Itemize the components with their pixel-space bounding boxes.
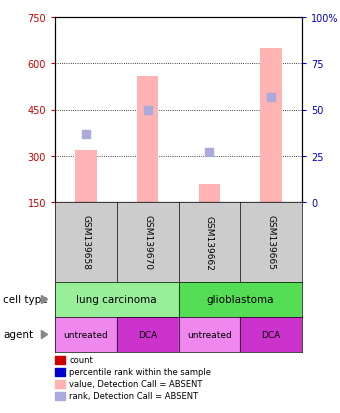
Text: value, Detection Call = ABSENT: value, Detection Call = ABSENT (69, 380, 202, 389)
Point (145, 107, 150, 114)
Text: glioblastoma: glioblastoma (206, 295, 274, 305)
Bar (240, 317, 302, 352)
Text: count: count (69, 356, 93, 365)
Text: GSM139665: GSM139665 (267, 215, 276, 270)
Bar (199, 184, 220, 202)
Bar (55, 317, 117, 352)
Text: rank, Detection Call = ABSENT: rank, Detection Call = ABSENT (69, 392, 198, 401)
Text: DCA: DCA (138, 330, 157, 339)
Text: DCA: DCA (261, 330, 281, 339)
Bar (117, 317, 178, 352)
Text: untreated: untreated (64, 330, 108, 339)
Text: lung carcinoma: lung carcinoma (76, 295, 157, 305)
Text: agent: agent (3, 330, 34, 339)
Bar (178, 317, 240, 352)
Text: GSM139658: GSM139658 (81, 215, 90, 270)
Bar (55, 282, 178, 317)
Text: GSM139662: GSM139662 (205, 215, 214, 270)
Bar (137, 76, 158, 202)
Bar (75, 150, 97, 202)
Text: untreated: untreated (187, 330, 232, 339)
Point (268, 94, 274, 101)
Text: percentile rank within the sample: percentile rank within the sample (69, 368, 211, 377)
Text: GSM139670: GSM139670 (143, 215, 152, 270)
Bar (260, 49, 282, 202)
Point (207, 150, 212, 156)
Bar (178, 282, 302, 317)
Text: cell type: cell type (3, 295, 48, 305)
Point (83, 131, 89, 138)
